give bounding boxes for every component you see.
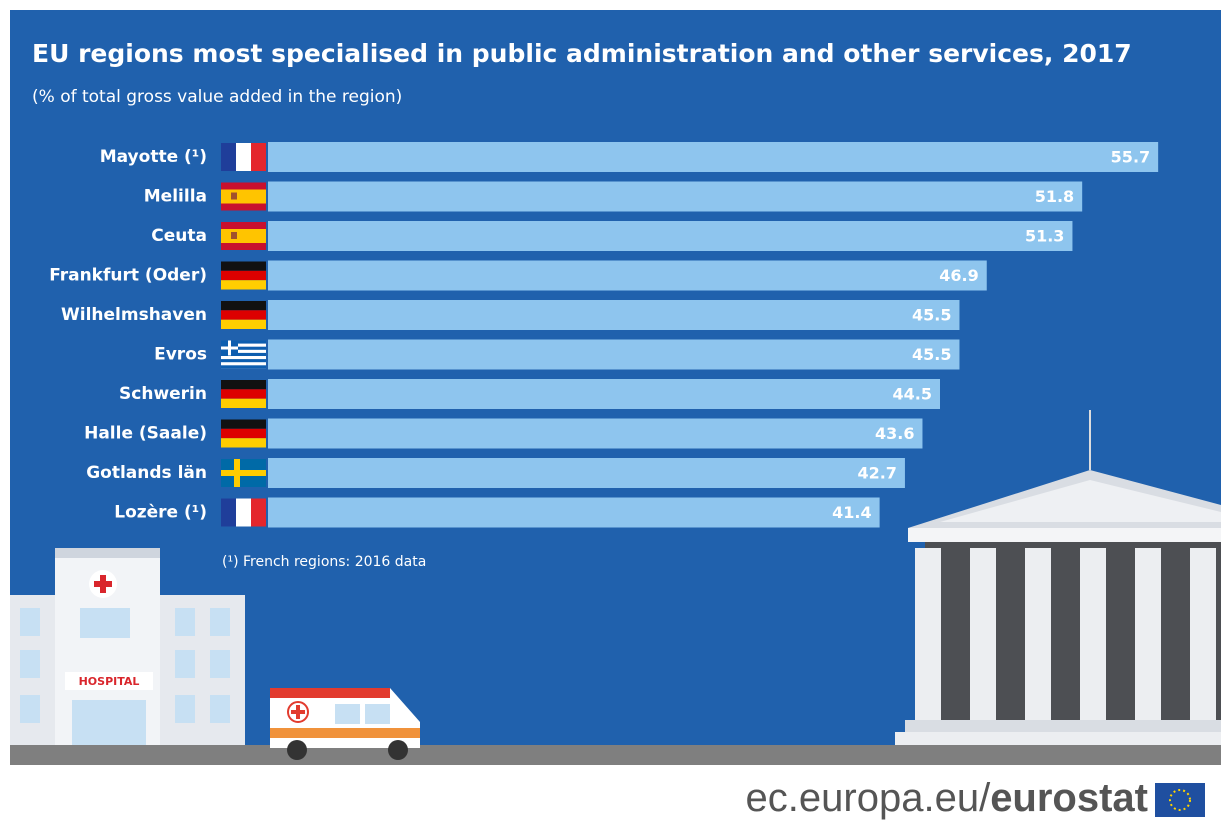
category-label: Melilla — [144, 187, 207, 207]
flag-part — [221, 270, 266, 281]
chart-title: EU regions most specialised in public ad… — [32, 39, 1132, 68]
value-label: 42.7 — [857, 464, 896, 483]
flag-part — [231, 192, 237, 200]
flag — [221, 222, 266, 250]
hospital-illustration: HOSPITAL — [10, 548, 245, 745]
building-illustration — [895, 410, 1221, 745]
flag — [221, 419, 266, 448]
flag — [221, 261, 266, 290]
bar — [268, 418, 923, 449]
flag — [221, 380, 266, 408]
footer-url: ec.europa.eu/ — [746, 776, 992, 820]
bar — [268, 497, 880, 528]
flag-part — [221, 229, 266, 243]
flag-part — [236, 498, 251, 527]
category-label: Wilhelmshaven — [61, 305, 207, 325]
flag-part — [251, 498, 266, 527]
category-label: Lozère (¹) — [114, 503, 207, 523]
bar — [268, 181, 1083, 212]
chart-subtitle: (% of total gross value added in the reg… — [32, 87, 402, 107]
footer-text: ec.europa.eu/eurostat — [746, 776, 1148, 820]
flag-part — [221, 419, 266, 429]
flag-part — [221, 428, 266, 439]
category-label: Frankfurt (Oder) — [49, 266, 207, 286]
flag-part — [221, 319, 266, 329]
flag-part — [221, 389, 266, 399]
bar — [268, 339, 960, 370]
flag-part — [236, 143, 251, 171]
category-label: Evros — [154, 345, 207, 365]
flag-part — [221, 380, 266, 390]
footer-brand: eurostat — [990, 776, 1148, 820]
value-label: 51.8 — [1035, 187, 1074, 206]
flag-part — [221, 301, 266, 311]
flag-part — [251, 143, 266, 171]
bar — [268, 379, 940, 409]
flag — [221, 301, 266, 329]
flag — [221, 459, 266, 487]
category-label: Schwerin — [119, 384, 207, 404]
ambulance-illustration — [270, 688, 420, 760]
value-label: 44.5 — [893, 385, 932, 404]
flag-part — [221, 280, 266, 290]
value-label: 45.5 — [912, 306, 951, 325]
flag — [221, 182, 266, 211]
eu-logo — [1155, 783, 1205, 817]
flag-part — [221, 143, 236, 171]
flag-part — [221, 498, 236, 527]
bar — [268, 260, 987, 291]
category-label: Gotlands län — [86, 463, 207, 483]
flag-part — [221, 359, 266, 363]
svg-text:HOSPITAL: HOSPITAL — [79, 675, 140, 688]
flag-part — [221, 346, 238, 350]
flag-part — [221, 438, 266, 448]
bar — [268, 300, 960, 330]
flag — [221, 498, 266, 527]
category-label: Halle (Saale) — [84, 424, 207, 444]
value-label: 55.7 — [1111, 148, 1150, 167]
flag-part — [221, 340, 266, 344]
value-label: 41.4 — [832, 503, 871, 522]
value-label: 43.6 — [875, 424, 914, 443]
flag-part — [221, 346, 266, 350]
category-label: Ceuta — [151, 226, 207, 246]
flag-part — [221, 352, 266, 356]
flag-part — [221, 261, 266, 271]
category-label: Mayotte (¹) — [100, 147, 207, 167]
flag-part — [221, 470, 266, 476]
road — [10, 745, 1221, 765]
flag — [221, 143, 266, 171]
flag-part — [231, 232, 237, 239]
footnote: (¹) French regions: 2016 data — [222, 554, 426, 570]
value-label: 46.9 — [939, 266, 978, 285]
bar — [268, 142, 1159, 172]
bar — [268, 458, 905, 488]
bar — [268, 221, 1073, 251]
value-label: 45.5 — [912, 345, 951, 364]
flag-part — [221, 310, 266, 320]
value-label: 51.3 — [1025, 227, 1064, 246]
flag-part — [221, 398, 266, 408]
flag — [221, 340, 266, 369]
flag-part — [221, 365, 266, 369]
flag-part — [221, 189, 266, 204]
